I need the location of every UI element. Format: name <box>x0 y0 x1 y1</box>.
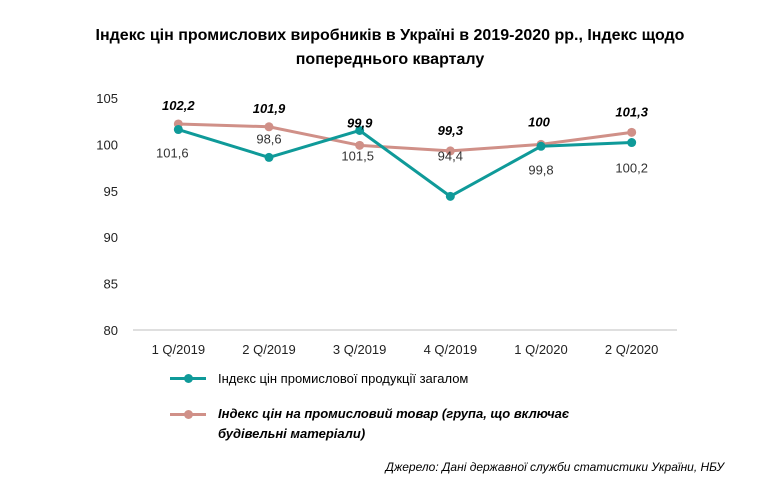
data-point-construction <box>264 122 274 132</box>
chart-title-line2: попереднього кварталу <box>295 51 485 68</box>
data-label-total: 101,5 <box>341 148 374 163</box>
y-tick-label: 100 <box>96 137 118 152</box>
y-tick-label: 90 <box>104 230 118 245</box>
data-point-total <box>173 125 183 135</box>
data-label-construction: 100 <box>528 114 550 129</box>
source-note: Джерело: Дані державної служби статистик… <box>385 460 724 474</box>
legend-label-construction: Індекс цін на промисловий товар (група, … <box>218 406 570 441</box>
data-point-construction <box>627 127 637 137</box>
x-tick-label: 2 Q/2019 <box>242 342 296 357</box>
data-label-construction: 99,3 <box>438 123 464 138</box>
y-tick-label: 85 <box>104 277 118 292</box>
x-tick-label: 1 Q/2020 <box>514 342 568 357</box>
chart-title-line1: Індекс цін промислових виробників в Укра… <box>95 27 685 44</box>
y-tick-label: 105 <box>96 91 118 106</box>
data-point-total <box>445 191 455 201</box>
data-label-total: 101,6 <box>156 146 189 161</box>
data-point-construction <box>355 140 365 150</box>
data-label-construction: 101,9 <box>253 101 286 116</box>
series-line-total <box>177 128 632 198</box>
y-tick-label: 80 <box>104 323 118 338</box>
series-line-construction <box>178 122 632 153</box>
x-tick-label: 3 Q/2019 <box>333 342 387 357</box>
data-label-total: 100,2 <box>615 161 648 176</box>
data-label-construction: 99,9 <box>347 115 373 130</box>
data-point-total <box>264 152 274 162</box>
legend-marker-teal <box>184 374 193 383</box>
data-point-total <box>355 125 365 135</box>
legend-label-total: Індекс цін промислової продукції загалом <box>218 371 469 386</box>
data-label-construction: 101,3 <box>615 104 648 119</box>
x-tick-label: 1 Q/2019 <box>152 342 206 357</box>
data-point-total <box>627 138 637 148</box>
data-point-construction <box>445 146 455 156</box>
legend-marker-rose <box>184 410 193 419</box>
data-label-construction: 102,2 <box>162 98 195 113</box>
x-tick-label: 4 Q/2019 <box>424 342 478 357</box>
x-tick-label: 2 Q/2020 <box>605 342 659 357</box>
data-label-total: 98,6 <box>256 131 281 146</box>
data-point-total <box>536 141 546 151</box>
y-tick-label: 95 <box>104 184 118 199</box>
chart-title: Індекс цін промислових виробників в Укра… <box>40 24 740 72</box>
data-label-total: 94,4 <box>438 148 463 163</box>
data-label-total: 99,8 <box>528 162 553 177</box>
